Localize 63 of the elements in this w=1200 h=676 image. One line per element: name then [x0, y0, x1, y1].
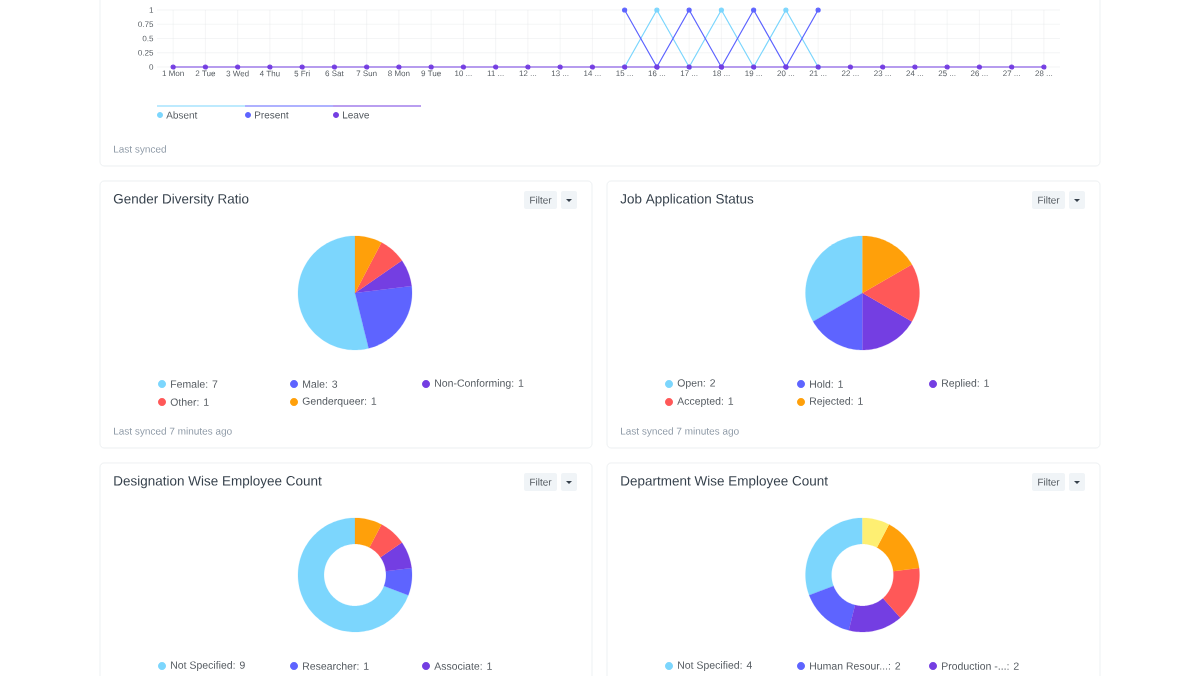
text: Filter [1038, 196, 1060, 204]
x-tick-label: 12 ... [519, 70, 537, 77]
x-tick-label: 27 ... [1003, 70, 1020, 77]
y-tick-label: 1 [149, 7, 154, 13]
x-tick-label: 18 ... [713, 70, 730, 77]
x-tick-label: 5 Fri [294, 70, 310, 77]
legend-label: Genderqueer: 1 [302, 397, 377, 407]
legend-label: Open: 2 [677, 379, 715, 389]
x-tick-label: 15 ... [616, 70, 633, 77]
legend-label: Researcher: 1 [303, 662, 369, 670]
text: Last synced [114, 145, 166, 155]
x-tick-label: 28 ... [1035, 70, 1053, 77]
x-tick-label: 14 ... [584, 70, 601, 77]
x-tick-label: 9 Tue [421, 70, 441, 77]
text: Filter [530, 478, 552, 486]
y-tick-label: 0.75 [138, 21, 154, 28]
x-tick-label: 3 Wed [226, 70, 249, 77]
x-tick-label: 22 ... [841, 70, 859, 77]
x-tick-label: 17 ... [680, 70, 698, 77]
chart-title: Designation Wise Employee Count [114, 475, 322, 489]
legend-label: Not Specified: 9 [171, 661, 245, 671]
legend-label: Present [255, 111, 289, 119]
x-tick-label: 20 ... [777, 70, 795, 77]
y-tick-label: 0 [149, 64, 154, 70]
legend-label: Female: 7 [171, 380, 218, 388]
x-tick-label: 10 ... [455, 70, 472, 77]
text: Last synced 7 minutes ago [621, 427, 739, 437]
x-tick-label: 11 ... [487, 70, 504, 77]
x-tick-label: 13 ... [551, 70, 569, 77]
legend-label: Hold: 1 [810, 380, 843, 388]
x-tick-label: 7 Sun [356, 70, 377, 77]
x-tick-label: 2 Tue [195, 70, 216, 77]
legend-label: Production -...: 2 [942, 662, 1019, 670]
legend-label: Rejected: 1 [810, 397, 863, 407]
legend-label: Not Specified: 4 [678, 661, 752, 671]
legend-label: Accepted: 1 [677, 397, 734, 407]
y-tick-label: 0.25 [138, 49, 154, 56]
legend-label: Male: 3 [303, 380, 338, 388]
text: Last synced 7 minutes ago [114, 427, 232, 437]
x-tick-label: 4 Thu [259, 70, 280, 77]
legend-label: Human Resour...: 2 [810, 662, 901, 670]
text: Filter [1038, 478, 1060, 486]
chart-title: Department Wise Employee Count [621, 475, 828, 489]
x-tick-label: 24 ... [906, 70, 924, 77]
legend-label: Absent [166, 111, 198, 119]
chart-title: Job Application Status [620, 193, 754, 207]
x-tick-label: 26 ... [970, 70, 988, 77]
text: Filter [530, 196, 552, 204]
x-tick-label: 16 ... [648, 70, 666, 77]
chart-title: Gender Diversity Ratio [113, 193, 249, 207]
x-tick-label: 6 Sat [325, 70, 344, 77]
x-tick-label: 1 Mon [162, 70, 184, 77]
legend-label: Leave [343, 111, 369, 119]
x-tick-label: 19 ... [745, 70, 762, 77]
legend-label: Associate: 1 [434, 662, 492, 670]
legend-label: Non-Conforming: 1 [435, 379, 524, 389]
x-tick-label: 23 ... [874, 70, 891, 77]
x-tick-label: 25 ... [938, 70, 956, 77]
x-tick-label: 21 ... [809, 70, 827, 77]
legend-label: Replied: 1 [942, 379, 989, 389]
y-tick-label: 0.5 [142, 35, 154, 42]
legend-label: Other: 1 [170, 398, 209, 406]
x-tick-label: 8 Mon [388, 70, 410, 77]
